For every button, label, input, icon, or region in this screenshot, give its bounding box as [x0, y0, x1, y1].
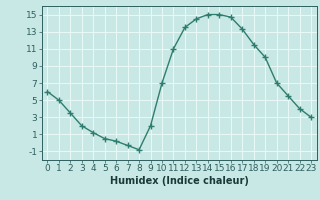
X-axis label: Humidex (Indice chaleur): Humidex (Indice chaleur)	[110, 176, 249, 186]
